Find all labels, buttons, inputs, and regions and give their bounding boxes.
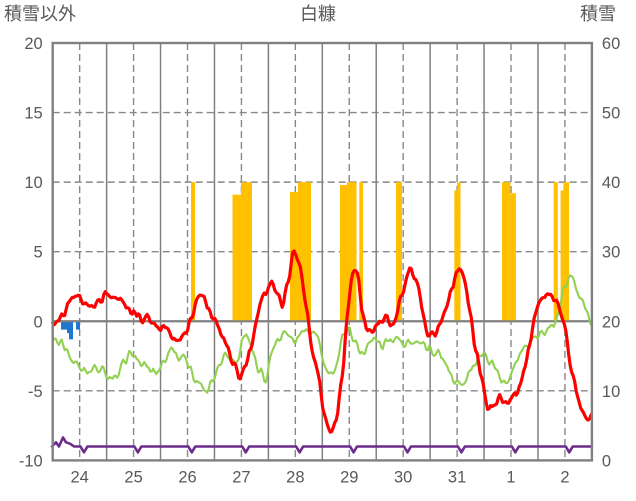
svg-text:白糠: 白糠 — [300, 4, 336, 24]
svg-text:10: 10 — [602, 383, 620, 401]
svg-text:29: 29 — [340, 468, 358, 486]
svg-text:1: 1 — [506, 468, 515, 486]
svg-text:28: 28 — [286, 468, 304, 486]
svg-text:30: 30 — [602, 244, 620, 262]
svg-text:-5: -5 — [28, 383, 43, 401]
svg-text:20: 20 — [24, 35, 42, 53]
svg-text:5: 5 — [34, 244, 43, 262]
svg-text:20: 20 — [602, 313, 620, 331]
svg-text:25: 25 — [124, 468, 142, 486]
svg-text:2: 2 — [560, 468, 569, 486]
svg-text:50: 50 — [602, 105, 620, 123]
svg-text:24: 24 — [70, 468, 88, 486]
svg-text:30: 30 — [394, 468, 412, 486]
svg-text:60: 60 — [602, 35, 620, 53]
svg-text:40: 40 — [602, 174, 620, 192]
svg-text:積雪以外: 積雪以外 — [4, 4, 76, 24]
svg-text:15: 15 — [24, 105, 42, 123]
svg-text:積雪: 積雪 — [580, 4, 616, 24]
svg-text:-10: -10 — [19, 452, 43, 470]
svg-text:26: 26 — [178, 468, 196, 486]
svg-text:31: 31 — [448, 468, 466, 486]
svg-text:0: 0 — [602, 452, 611, 470]
svg-text:27: 27 — [232, 468, 250, 486]
svg-text:10: 10 — [24, 174, 42, 192]
svg-text:0: 0 — [34, 313, 43, 331]
